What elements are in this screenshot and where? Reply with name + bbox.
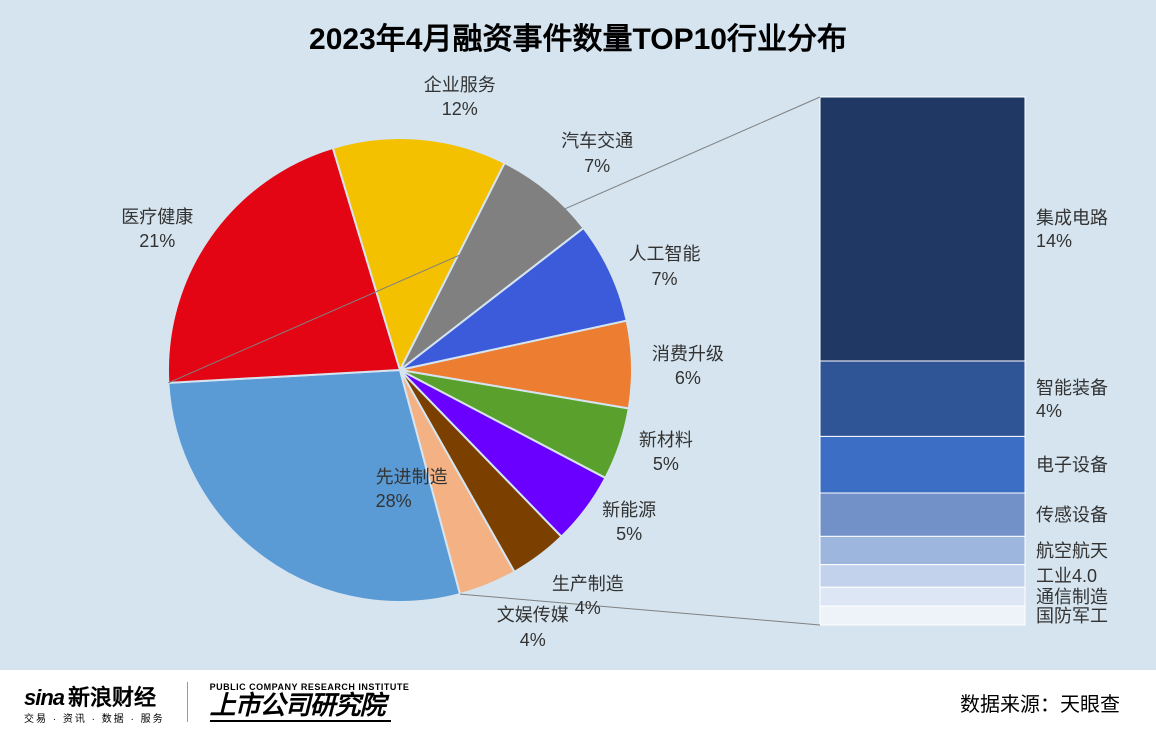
pie-slice-label: 新能源5% bbox=[602, 498, 656, 547]
stack-segment bbox=[820, 361, 1025, 436]
footer-bar: sina 新浪财经 交易 · 资讯 · 数据 · 服务 PUBLIC COMPA… bbox=[0, 670, 1156, 734]
pie-slice-label: 新材料5% bbox=[639, 428, 693, 477]
pie-slice-label: 人工智能7% bbox=[629, 242, 701, 291]
connector-line bbox=[168, 97, 820, 383]
data-source-value: 天眼查 bbox=[1060, 688, 1120, 717]
pie-slice bbox=[168, 148, 400, 383]
pie-slice-label: 企业服务12% bbox=[424, 73, 496, 122]
stack-segment-label: 传感设备 bbox=[1036, 504, 1108, 527]
data-source-label: 数据来源： bbox=[960, 688, 1060, 717]
pie-slice bbox=[333, 138, 505, 370]
stack-segment bbox=[820, 97, 1025, 361]
stack-segment bbox=[820, 587, 1025, 606]
pie-slice-label: 文娱传媒4% bbox=[497, 603, 569, 652]
pie-slice-label-inside: 先进制造28% bbox=[376, 465, 448, 514]
institute-logo-cn: 上市公司研究院 bbox=[210, 692, 391, 722]
chart-title: 2023年4月融资事件数量TOP10行业分布 bbox=[0, 14, 1156, 58]
stack-segment bbox=[820, 606, 1025, 625]
stack-segment-label: 集成电路14% bbox=[1036, 207, 1108, 254]
pie-slice bbox=[400, 228, 627, 370]
stack-segment bbox=[820, 565, 1025, 588]
pie-slice-label: 医疗健康21% bbox=[121, 205, 193, 254]
stack-segment-label: 航空航天 bbox=[1036, 540, 1108, 563]
sina-logo-cn: 新浪财经 bbox=[68, 680, 156, 712]
stack-segment bbox=[820, 493, 1025, 536]
pie-slice-label: 汽车交通7% bbox=[561, 129, 633, 178]
chart-page: 2023年4月融资事件数量TOP10行业分布 先进制造28% 医疗健康21% 企业服… bbox=[0, 0, 1156, 734]
chart-svg bbox=[0, 0, 1156, 734]
stack-segment bbox=[820, 536, 1025, 564]
sina-logo-sub: 交易 · 资讯 · 数据 · 服务 bbox=[24, 710, 165, 725]
pie-slice-label: 消费升级6% bbox=[652, 342, 724, 391]
pie-slice bbox=[400, 370, 629, 478]
logo-divider bbox=[187, 682, 188, 722]
stack-segment-label: 智能装备4% bbox=[1036, 377, 1108, 424]
stack-border bbox=[820, 97, 1025, 625]
institute-logo: PUBLIC COMPANY RESEARCH INSTITUTE 上市公司研究… bbox=[210, 682, 410, 722]
stack-segment bbox=[820, 436, 1025, 493]
data-source: 数据来源： 天眼查 bbox=[960, 688, 1156, 717]
stack-segment-label: 电子设备 bbox=[1036, 454, 1108, 477]
pie-slice bbox=[400, 163, 583, 370]
sina-logo-en: sina bbox=[24, 685, 64, 711]
pie-slice bbox=[400, 321, 632, 409]
logo-block: sina 新浪财经 交易 · 资讯 · 数据 · 服务 PUBLIC COMPA… bbox=[0, 670, 409, 734]
stack-segment-label: 国防军工 bbox=[1036, 605, 1108, 628]
sina-logo: sina 新浪财经 交易 · 资讯 · 数据 · 服务 bbox=[24, 680, 165, 725]
